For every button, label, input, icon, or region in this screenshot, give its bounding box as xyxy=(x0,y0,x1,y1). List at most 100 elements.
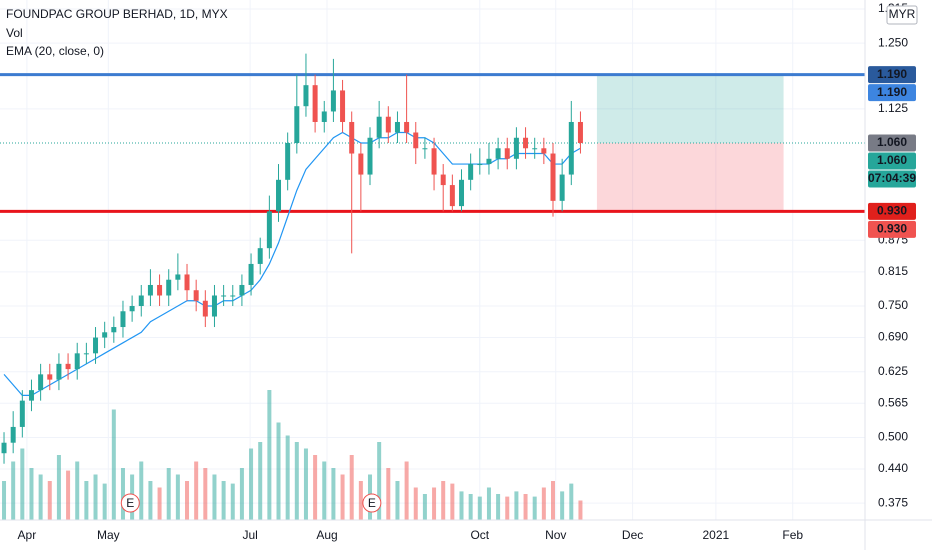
candle-body xyxy=(257,248,263,264)
volume-bar xyxy=(422,494,427,520)
candle-body xyxy=(248,263,254,285)
x-tick-label: Jul xyxy=(242,528,257,542)
candle-body xyxy=(504,148,510,159)
stop-zone xyxy=(596,143,784,212)
candle-body xyxy=(577,121,583,144)
candle-body xyxy=(312,85,318,122)
volume-bar xyxy=(450,483,455,520)
volume-bar xyxy=(20,448,25,520)
volume-bar xyxy=(294,442,299,520)
candle-body xyxy=(193,290,199,301)
candle-body xyxy=(486,158,492,165)
price-label-box xyxy=(868,66,916,84)
x-tick-label: Dec xyxy=(622,528,643,542)
volume-bar xyxy=(212,474,217,520)
y-tick-label: 0.565 xyxy=(878,395,908,409)
candle-body xyxy=(550,153,556,201)
y-tick-label: 0.375 xyxy=(878,495,908,509)
price-label-box xyxy=(868,170,916,188)
candle-body xyxy=(10,426,16,443)
price-label-box xyxy=(868,134,916,152)
y-tick-label: 0.690 xyxy=(878,330,908,344)
volume-bar xyxy=(358,481,363,520)
ema-line xyxy=(3,131,581,396)
candle-body xyxy=(47,374,53,380)
earnings-label: E xyxy=(368,496,376,510)
candle-body xyxy=(532,148,538,150)
candle-body xyxy=(74,353,80,370)
volume-bar xyxy=(541,487,546,520)
volume-bar xyxy=(386,468,391,520)
candle-body xyxy=(157,284,163,296)
candle-body xyxy=(28,390,34,401)
volume-bar xyxy=(276,422,281,520)
volume-bar xyxy=(322,461,327,520)
volume-bar xyxy=(203,468,208,520)
candle-body xyxy=(1,442,7,454)
volume-bar xyxy=(47,481,52,520)
volume-bar xyxy=(157,487,162,520)
candle-body xyxy=(303,85,309,107)
volume-bar xyxy=(514,491,519,520)
volume-bar xyxy=(432,487,437,520)
candle-body xyxy=(468,164,474,180)
x-tick-label: Oct xyxy=(470,528,489,542)
volume-bar xyxy=(459,491,464,520)
volume-bar xyxy=(523,494,528,520)
y-tick-label: 1.250 xyxy=(878,35,908,49)
candle-body xyxy=(394,121,400,133)
volume-bar xyxy=(11,461,16,520)
candle-body xyxy=(202,300,208,317)
candle-body xyxy=(120,311,126,328)
candle-body xyxy=(129,306,135,312)
volume-bar xyxy=(38,474,43,520)
candle-body xyxy=(19,400,25,427)
volume-bar xyxy=(377,442,382,520)
volume-bar xyxy=(532,496,537,520)
candle-body xyxy=(285,143,291,180)
volume-bar xyxy=(66,470,71,520)
candle-body xyxy=(147,284,153,296)
volume-bar xyxy=(2,481,7,520)
candle-body xyxy=(294,106,300,144)
candle-body xyxy=(321,111,327,122)
chart-title: FOUNDPAC GROUP BERHAD, 1D, MYX xyxy=(6,7,228,21)
candle-body xyxy=(211,295,217,317)
candle-body xyxy=(93,337,99,354)
volume-bar xyxy=(331,468,336,520)
y-tick-label: 0.625 xyxy=(878,364,908,378)
x-tick-label: May xyxy=(97,528,120,542)
volume-bar xyxy=(477,496,482,520)
candle-body xyxy=(111,327,117,333)
candle-body xyxy=(404,121,410,133)
currency-label: MYR xyxy=(889,7,916,21)
candle-body xyxy=(175,274,181,280)
candle-body xyxy=(221,295,227,297)
candle-body xyxy=(230,295,236,297)
volume-bar xyxy=(258,442,263,520)
y-tick-label: 0.500 xyxy=(878,430,908,444)
volume-bar xyxy=(221,481,226,520)
price-label: 07:04:39 xyxy=(868,171,916,185)
price-label: 1.190 xyxy=(877,67,907,81)
volume-bar xyxy=(166,468,171,520)
earnings-label: E xyxy=(126,496,134,510)
volume-bar xyxy=(175,474,180,520)
candle-body xyxy=(266,211,272,249)
volume-bar xyxy=(578,500,583,520)
price-label: 1.060 xyxy=(877,135,907,149)
volume-bar xyxy=(267,390,272,520)
volume-bar xyxy=(285,435,290,520)
legend-volume: Vol xyxy=(6,26,23,40)
price-label-box xyxy=(868,202,916,220)
volume-bar xyxy=(75,461,80,520)
candle-body xyxy=(376,116,382,138)
candle-body xyxy=(422,148,428,150)
volume-bar xyxy=(84,481,89,520)
candle-body xyxy=(102,332,108,338)
volume-bar xyxy=(441,481,446,520)
volume-bar xyxy=(230,483,235,520)
price-label: 1.190 xyxy=(877,85,907,99)
